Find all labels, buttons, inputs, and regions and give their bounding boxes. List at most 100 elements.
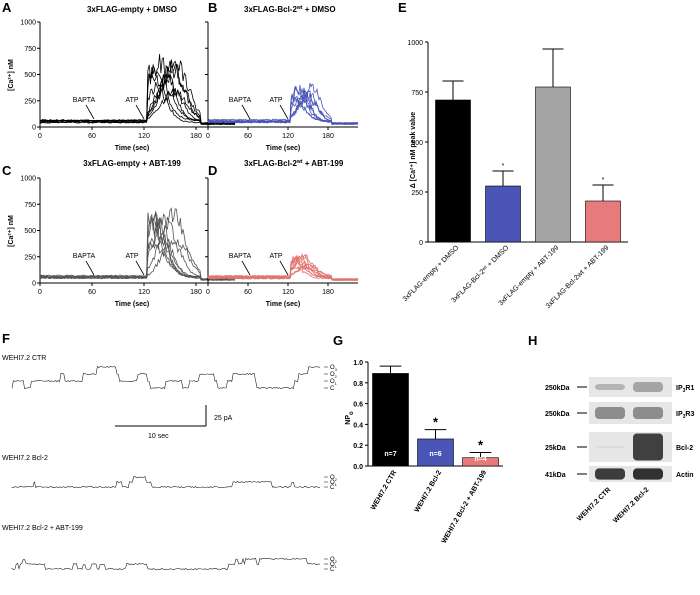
panel-title: 3xFLAG-empty + DMSO (87, 5, 177, 14)
panel-title: 3xFLAG-Bcl-2wt + DMSO (244, 5, 336, 14)
level-label: C (330, 567, 335, 573)
x-tick-label: 120 (282, 289, 294, 296)
panel-letter: G (333, 333, 343, 348)
blot-band (595, 468, 625, 480)
x-tick-label: 0 (38, 133, 42, 140)
trace-label: WEHI7.2 CTR (2, 355, 46, 362)
level-label: O1 (330, 480, 338, 487)
panel-a: A 3xFLAG-empty + DMSO 0 250 500 750 1000 0 60 1… (2, 0, 236, 152)
y-tick-label: 1000 (20, 176, 36, 183)
panel-letter: C (2, 163, 12, 178)
panel-letter: E (398, 0, 407, 15)
bar (585, 200, 621, 243)
trace-plot: 0 250 500 750 1000 0 60 120 180 BAPTA ATP (20, 176, 236, 296)
y-axis-label: NPo (345, 411, 355, 425)
time-scale-label: 10 sec (148, 433, 169, 440)
y-tick-label: 500 (411, 140, 423, 147)
atp-arrow (135, 104, 145, 120)
panel-c: C 3xFLAG-empty + ABT-199 0 250 500 750 1000 0… (2, 159, 236, 308)
panel-letter: H (528, 333, 537, 348)
protein-label: Actin (676, 472, 694, 479)
level-label: O2 (330, 475, 338, 482)
channel-trace (11, 475, 321, 489)
calcium-trace (39, 212, 236, 281)
x-tick-label: 120 (282, 133, 294, 140)
protein-label: IP3R3 (676, 411, 694, 420)
y-tick-label: 0.8 (353, 381, 363, 388)
y-tick-label: 250 (24, 254, 36, 261)
trace-plot: 0 250 500 750 1000 0 60 120 180 BAPTA ATP (20, 20, 236, 140)
level-label: O1 (330, 379, 338, 386)
bapta-arrow (85, 260, 95, 276)
y-tick-label: 500 (24, 72, 36, 79)
bar (535, 86, 571, 243)
y-tick-label: 0 (32, 125, 36, 132)
calcium-trace (207, 265, 359, 282)
category-label: 3xFLAG-Bcl-2ʷᵗ + DMSO (450, 244, 510, 304)
y-tick-label: 0 (419, 240, 423, 247)
n-label: n=6 (429, 451, 441, 458)
calcium-trace (207, 97, 359, 124)
blot-band (633, 406, 663, 420)
x-tick-label: 60 (244, 133, 252, 140)
calcium-trace (207, 84, 358, 125)
calcium-trace (39, 213, 236, 281)
panel-h: H 250kDa IP3R1 250kDa IP3R3 25kDa Bcl-2 41kDa A… (528, 333, 694, 525)
channel-trace (11, 557, 321, 571)
x-tick-label: 0 (206, 289, 210, 296)
lane-label: WEHI7.2 CTR (576, 486, 612, 522)
atp-arrow (135, 260, 145, 276)
panel-g: G NPo 0.0 0.2 0.4 0.6 0.8 1.0 n=7 WEHI7.2 CTR * n… (333, 333, 503, 545)
level-label: O1 (330, 562, 338, 569)
panel-letter: A (2, 0, 12, 15)
trace-plot: 0 60 120 180 BAPTA ATP (205, 177, 359, 296)
calcium-trace (39, 210, 236, 280)
x-tick-label: 120 (138, 289, 150, 296)
y-tick-label: 500 (24, 228, 36, 235)
kda-marker: 250kDa (545, 411, 570, 418)
bapta-arrow (241, 260, 251, 276)
significance-mark: * (502, 163, 505, 170)
level-label: O2 (330, 557, 338, 564)
y-tick-label: 750 (24, 46, 36, 53)
category-label: WEHI7.2 Bcl-2 (414, 469, 444, 513)
y-tick-label: 0.0 (353, 464, 363, 471)
atp-label: ATP (125, 97, 138, 104)
atp-label: ATP (269, 253, 282, 260)
lane-label: WEHI7.2 Bcl-2 (612, 486, 650, 524)
blot-band (633, 382, 663, 392)
panel-e: E Δ [Ca²⁺] nM peak value 0 250 500 750 1000 3… (398, 0, 628, 310)
x-tick-label: 180 (190, 133, 202, 140)
bapta-label: BAPTA (229, 253, 252, 260)
x-tick-label: 180 (322, 133, 334, 140)
n-label: n=4 (474, 456, 486, 463)
panel-letter: D (208, 163, 217, 178)
significance-mark: * (602, 177, 605, 184)
blot-strip (589, 377, 672, 397)
x-axis-label: Time (sec) (266, 301, 301, 308)
panel-title: 3xFLAG-empty + ABT-199 (83, 159, 181, 168)
y-tick-label: 0.6 (353, 402, 363, 409)
category-label: 3xFLAG-empty + DMSO (402, 244, 461, 303)
bapta-arrow (241, 104, 251, 120)
y-tick-label: 0.4 (353, 422, 363, 429)
x-axis-label: Time (sec) (115, 145, 150, 152)
y-tick-label: 750 (24, 202, 36, 209)
y-tick-label: 1000 (20, 20, 36, 27)
y-tick-label: 0 (32, 281, 36, 288)
y-tick-label: 250 (411, 190, 423, 197)
x-tick-label: 0 (206, 133, 210, 140)
category-label: WEHI7.2 Bcl-2 + ABT-199 (441, 469, 489, 544)
calcium-trace (39, 230, 235, 281)
blot-band (633, 433, 663, 461)
atp-arrow (279, 260, 289, 276)
calcium-trace (39, 54, 235, 125)
bar (372, 373, 409, 467)
panel-title: 3xFLAG-Bcl-2wt + ABT-199 (244, 159, 344, 168)
x-tick-label: 180 (190, 289, 202, 296)
y-axis-label: [Ca²⁺] nM (8, 59, 15, 91)
level-label: C (330, 386, 335, 392)
